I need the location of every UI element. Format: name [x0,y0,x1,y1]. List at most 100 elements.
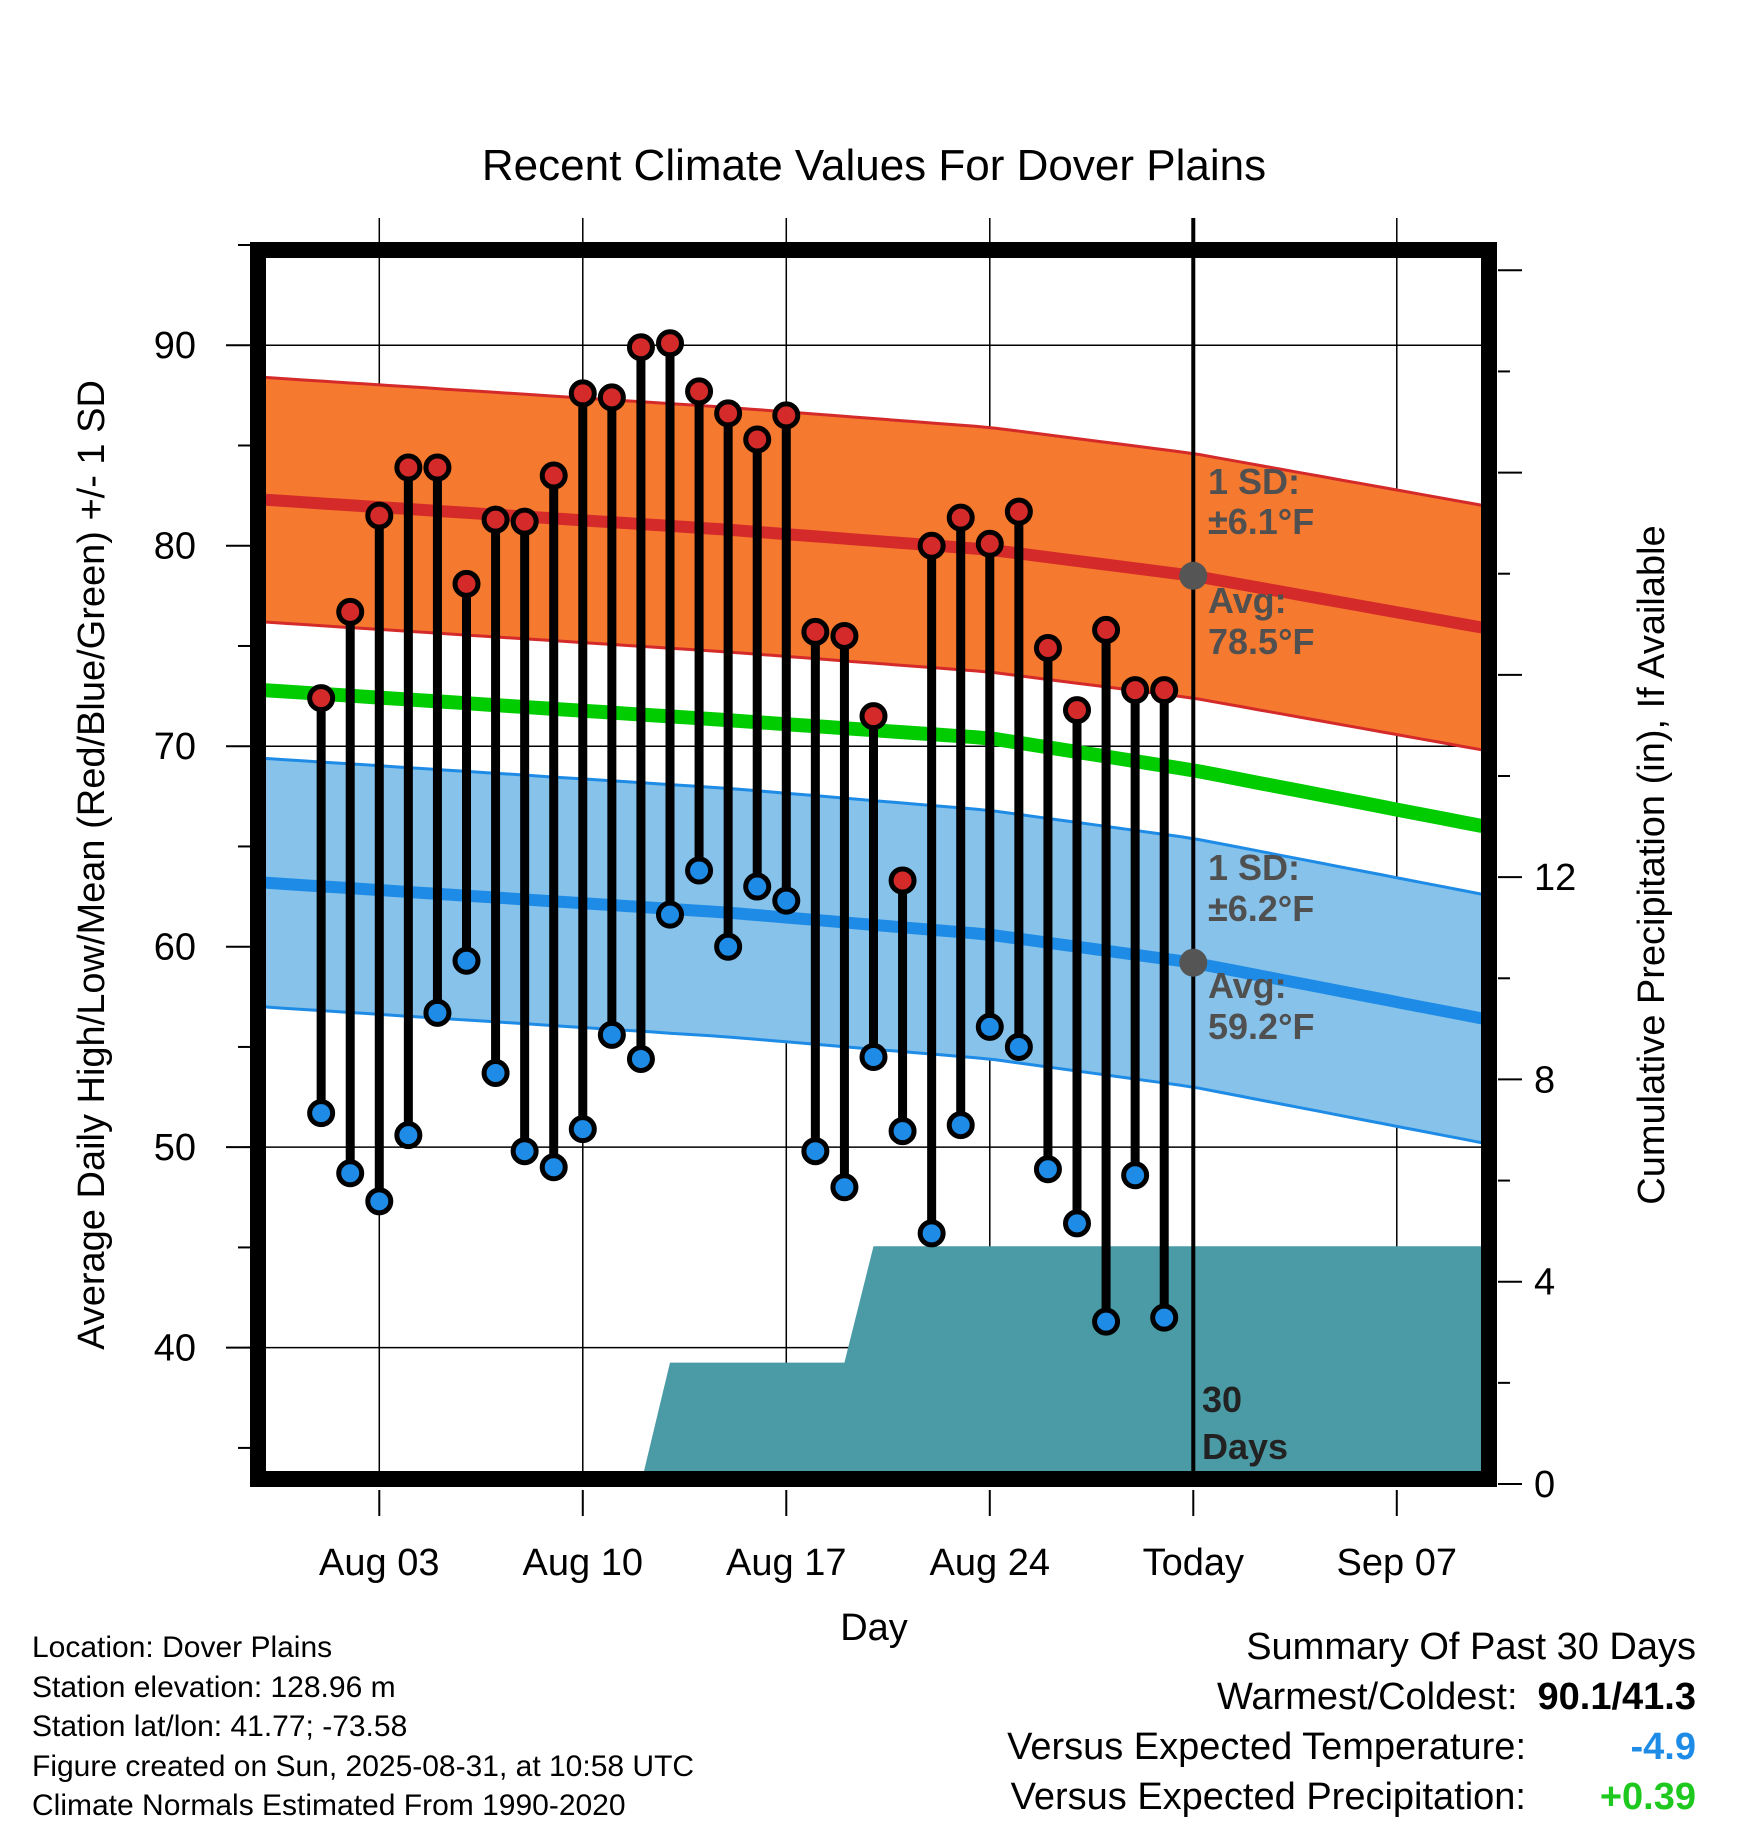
summary-panel: Summary Of Past 30 Days Warmest/Coldest:… [1007,1622,1696,1822]
low-sd-label: 1 SD: [1208,847,1300,888]
daily-low-point [365,1187,394,1216]
daily-low-point [568,1115,597,1144]
precip-area-group [640,1246,1484,1484]
label-group: Recent Climate Values For Dover Plains Au… [71,141,1673,1649]
daily-low-point [830,1173,859,1202]
high-sd-value: ±6.1°F [1208,501,1314,542]
daily-high-point [452,569,481,598]
x-tick-label: Aug 24 [930,1542,1050,1584]
x-tick-label: Aug 10 [523,1542,643,1584]
chart-title: Recent Climate Values For Dover Plains [482,141,1266,190]
daily-high-point [1092,615,1121,644]
y-right-axis-label: Cumulative Precipitation (in), If Availa… [1631,525,1673,1204]
high-average-line [262,493,1486,634]
y-left-tick-label: 70 [154,726,196,768]
daily-low-point [423,998,452,1027]
summary-heading: Summary Of Past 30 Days [1246,1626,1696,1668]
daily-low-point [743,872,772,901]
daily-high-point [336,597,365,626]
x-tick-label: Sep 07 [1337,1542,1457,1584]
daily-high-point [830,621,859,650]
low-sd-value: ±6.2°F [1208,888,1314,929]
y-left-axis-label: Average Daily High/Low/Mean (Red/Blue/Gr… [71,380,113,1350]
days-count: 30 [1202,1379,1242,1420]
daily-low-point [1121,1161,1150,1190]
high-avg-marker [1179,561,1208,590]
high-band [263,377,1484,751]
summary-precipitation: Versus Expected Precipitation: +0.39 [1007,1772,1696,1822]
y-left-tick-label: 40 [154,1328,196,1370]
daily-low-point [626,1044,655,1073]
station-latlon: Station lat/lon: 41.77; -73.58 [32,1710,408,1743]
y-left-tick-label: 60 [154,927,196,969]
warmest-coldest-label: Warmest/Coldest: [1216,1676,1518,1718]
low-avg-label: Avg: [1208,965,1287,1006]
daily-low-point [1063,1209,1091,1238]
daily-low-point [1004,1032,1033,1061]
temp-departure-value: -4.9 [1630,1726,1696,1768]
daily-high-point [1063,696,1091,725]
daily-high-point [365,501,394,530]
station-info: Location: Dover Plains Station elevation… [32,1628,694,1826]
daily-low-point [597,1020,626,1049]
daily-low-point [1150,1303,1179,1332]
daily-high-point [859,702,888,731]
x-axis-label: Day [840,1607,908,1649]
avg-markers [1179,561,1208,977]
daily-high-point [714,399,743,428]
precip-departure-value: +0.39 [1599,1776,1696,1818]
daily-high-point [1004,497,1033,526]
daily-low-point [394,1121,423,1150]
high-avg-label: Avg: [1208,580,1287,621]
daily-high-point [1150,676,1179,705]
precip-departure-label: Versus Expected Precipitation: [1010,1776,1526,1818]
temp-departure-label: Versus Expected Temperature: [1007,1726,1526,1768]
plot-frame [250,242,1497,1487]
climate-normals-note: Climate Normals Estimated From 1990-2020 [32,1789,626,1822]
daily-high-point [597,383,626,412]
y-left-tick-label: 80 [154,526,196,568]
daily-low-point [336,1159,365,1188]
summary-temperature: Versus Expected Temperature: -4.9 [1007,1722,1696,1772]
low-avg-value: 59.2°F [1208,1006,1314,1047]
daily-high-point [394,453,423,482]
daily-low-point [1092,1307,1121,1336]
daily-low-point [801,1137,830,1166]
y-right-tick-label: 0 [1534,1464,1555,1506]
daily-low-point [917,1219,946,1248]
daily-low-point [656,900,684,929]
x-tick-label: Today [1143,1542,1244,1584]
daily-high-point [1121,676,1150,705]
daily-high-point [481,505,510,534]
plot-border [250,242,1497,1487]
tick-group [226,244,1522,1516]
daily-high-point [975,529,1004,558]
daily-high-point [510,507,539,536]
daily-low-point [975,1012,1004,1041]
station-elevation: Station elevation: 128.96 m [32,1670,396,1704]
low-avg-marker [1179,948,1208,977]
daily-low-point [859,1042,888,1071]
daily-high-point [307,684,336,713]
high-avg-value: 78.5°F [1208,621,1314,662]
daily-high-point [626,333,655,362]
daily-high-point [743,425,772,454]
daily-low-point [714,932,743,961]
daily-high-point [888,866,917,895]
daily-low-point [946,1111,975,1140]
daily-low-point [1033,1155,1062,1184]
y-left-tick-label: 50 [154,1127,196,1169]
daily-high-point [539,461,568,490]
high-sd-label: 1 SD: [1208,461,1300,502]
high-band-upper-edge [262,375,1485,508]
daily-low-point [772,886,801,915]
daily-high-point [917,531,946,560]
figure-created: Figure created on Sun, 2025-08-31, at 10… [32,1749,695,1783]
daily-low-point [452,946,481,975]
y-left-tick-label: 90 [154,325,196,367]
daily-high-point [1033,633,1062,662]
x-tick-label: Aug 03 [319,1542,439,1584]
daily-low-point [685,856,714,885]
